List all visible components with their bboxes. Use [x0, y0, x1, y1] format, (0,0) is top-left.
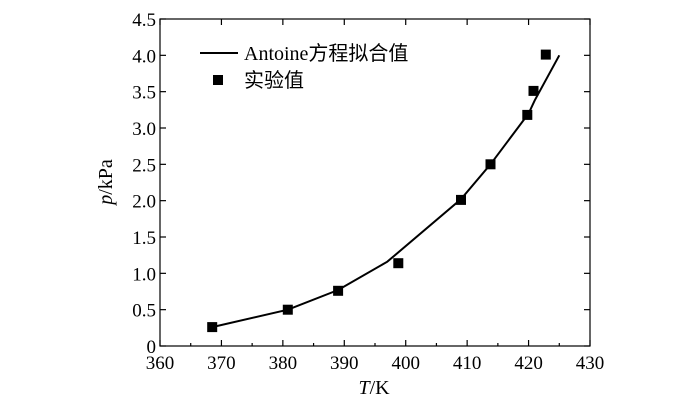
legend: Antoine方程拟合值 实验值	[200, 42, 408, 92]
series-layer	[207, 49, 561, 333]
axis-tick-labels: 360 370 380 390 400 410 420 430 0 0.5 1.0 1.5 2.0 2.5…	[132, 10, 604, 374]
x-tick-label: 420	[514, 353, 543, 374]
y-axis-title: p/kPa	[95, 159, 117, 207]
data-point	[540, 49, 551, 60]
data-point	[528, 85, 539, 96]
data-point	[333, 285, 344, 296]
y-tick-label: 0.5	[132, 301, 156, 322]
x-tick-label: 370	[207, 353, 236, 374]
plot-frame	[159, 18, 591, 347]
y-tick-label: 1.5	[132, 228, 156, 249]
x-tick-label: 380	[269, 353, 298, 374]
x-axis-title: T/K	[358, 377, 390, 399]
y-axis-title-symbol: p	[95, 195, 117, 207]
y-tick-label: 3.5	[132, 83, 156, 104]
y-tick-label: 3.0	[132, 119, 156, 140]
data-point	[485, 159, 496, 170]
x-tick-label: 430	[576, 353, 605, 374]
legend-label-fit: Antoine方程拟合值	[244, 42, 408, 65]
y-tick-label: 2.0	[132, 192, 156, 213]
legend-label-experiment: 实验值	[244, 69, 304, 92]
data-point	[393, 258, 404, 269]
fit-line	[211, 54, 561, 329]
y-tick-label: 1.0	[132, 264, 156, 285]
data-point	[282, 304, 293, 315]
x-tick-label: 360	[146, 353, 175, 374]
legend-marker-swatch	[213, 75, 223, 85]
x-tick-label: 390	[330, 353, 359, 374]
x-tick-label: 410	[453, 353, 482, 374]
y-tick-label: 4.0	[132, 46, 156, 67]
data-point	[522, 109, 533, 120]
axis-ticks	[159, 18, 591, 347]
x-axis-title-unit: /K	[370, 377, 391, 399]
plot-area	[159, 18, 591, 347]
data-point	[456, 194, 466, 205]
x-axis-title-symbol: T	[358, 377, 371, 399]
data-point	[207, 322, 218, 333]
x-tick-label: 400	[391, 353, 420, 374]
y-tick-label: 4.5	[132, 10, 156, 31]
y-tick-label: 2.5	[132, 155, 156, 176]
y-tick-label: 0	[147, 337, 157, 358]
y-axis-title-unit: /kPa	[95, 159, 117, 195]
